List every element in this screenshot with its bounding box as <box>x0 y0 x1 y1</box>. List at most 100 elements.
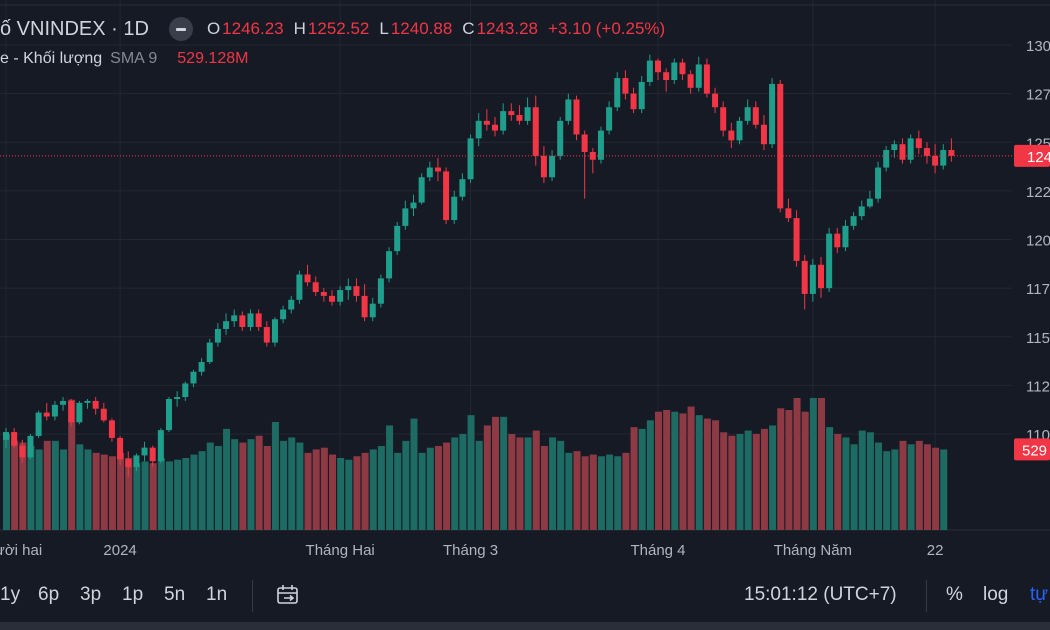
candle <box>606 101 613 135</box>
candle-body <box>703 64 710 94</box>
volume-bar <box>3 434 10 530</box>
candle <box>198 358 205 376</box>
volume-bar <box>500 416 508 530</box>
candle <box>557 116 564 160</box>
volume-bar <box>932 447 940 530</box>
clock-timezone[interactable]: 15:01:12 (UTC+7) <box>744 584 897 605</box>
volume-bar <box>68 399 76 530</box>
price-candles <box>3 54 955 477</box>
candle-body <box>426 167 433 178</box>
timeframe-1y[interactable]: 1y <box>0 584 21 605</box>
candle-body <box>655 60 661 73</box>
candle <box>875 161 882 203</box>
candle <box>271 317 278 347</box>
candle <box>589 148 596 174</box>
candle-body <box>500 111 507 131</box>
symbol-title[interactable]: ố VNINDEX · 1D <box>0 17 149 40</box>
candle-body <box>858 206 865 217</box>
volume-bar <box>532 430 540 530</box>
volume-legend: e - Khối lượng SMA 9 529.128M <box>0 50 248 68</box>
candle <box>826 227 833 293</box>
volume-bar <box>516 437 524 530</box>
candle-body <box>125 459 132 468</box>
candle <box>3 428 9 448</box>
candle <box>27 434 34 460</box>
volume-bar <box>166 461 173 530</box>
candle-body <box>174 397 181 399</box>
volume-bar <box>508 434 516 530</box>
volume-bar <box>826 427 834 530</box>
candle-body <box>27 435 34 458</box>
timeframe-1p[interactable]: 1p <box>122 584 144 605</box>
candle-body <box>907 138 914 160</box>
candle-body <box>793 218 800 261</box>
volume-bar <box>239 442 247 530</box>
candle-body <box>826 233 833 289</box>
volume-tag-bg <box>1014 438 1050 461</box>
volume-bar <box>915 440 923 530</box>
symbol-header: ố VNINDEX · 1D O 1246.23 H 1252.52 L 1240.8… <box>0 14 675 44</box>
volume-bar <box>263 446 271 530</box>
timeframe-6p[interactable]: 6p <box>38 584 60 605</box>
candle-body <box>638 81 645 110</box>
candle <box>394 221 401 256</box>
volume-bar <box>606 454 614 530</box>
volume-bar <box>475 440 483 530</box>
candle <box>35 410 42 438</box>
candle-body <box>60 400 67 405</box>
candle <box>280 305 287 324</box>
candle <box>76 400 83 425</box>
candle-body <box>475 120 482 139</box>
candle <box>92 397 99 415</box>
candle-body <box>304 274 311 283</box>
candle-body <box>394 225 401 252</box>
candle <box>157 428 164 464</box>
timeframe-3p[interactable]: 3p <box>80 584 102 605</box>
log-scale-toggle[interactable]: log <box>983 584 1009 605</box>
timeframe-5n[interactable]: 5n <box>164 584 186 605</box>
candle <box>712 87 719 114</box>
volume-legend-label[interactable]: e - Khối lượng <box>0 50 103 67</box>
candle-body <box>345 286 352 291</box>
candle <box>744 99 751 125</box>
candle-body <box>875 167 882 199</box>
volume-bar <box>703 418 711 530</box>
minus-icon[interactable] <box>168 17 193 41</box>
volume-bar <box>638 428 646 530</box>
volume-bar <box>850 444 858 530</box>
volume-bar <box>247 439 255 530</box>
candle-body <box>108 420 115 438</box>
time-axis[interactable]: g Mười hai 2024 Tháng Hai Tháng 3 Tháng 4 Thá… <box>0 542 943 559</box>
candle <box>377 274 384 308</box>
candle-body <box>687 74 694 88</box>
candle <box>809 258 816 302</box>
candle <box>125 451 132 477</box>
timeframe-1n[interactable]: 1n <box>206 584 228 605</box>
candle-body <box>777 83 784 209</box>
candle <box>345 278 352 300</box>
volume-bar <box>695 415 703 530</box>
candle <box>312 276 319 296</box>
date-range-icon[interactable] <box>276 584 300 606</box>
volume-bar <box>834 434 842 530</box>
candle-body <box>337 290 344 302</box>
candle-body <box>549 155 556 178</box>
candle <box>426 161 433 182</box>
candle <box>247 309 254 331</box>
percent-scale-toggle[interactable]: % <box>946 584 963 605</box>
candle-body <box>312 282 319 293</box>
candle-body <box>695 64 702 88</box>
candle <box>369 297 376 322</box>
candle-body <box>834 233 841 248</box>
candle-body <box>434 167 441 172</box>
volume-bar <box>214 446 222 530</box>
candle <box>793 210 800 267</box>
auto-scale-toggle[interactable]: tự <box>1030 584 1048 605</box>
volume-bar <box>459 434 467 530</box>
candle <box>915 130 922 154</box>
candle <box>752 101 759 129</box>
candle-body <box>247 313 254 328</box>
candle-body <box>320 292 327 296</box>
